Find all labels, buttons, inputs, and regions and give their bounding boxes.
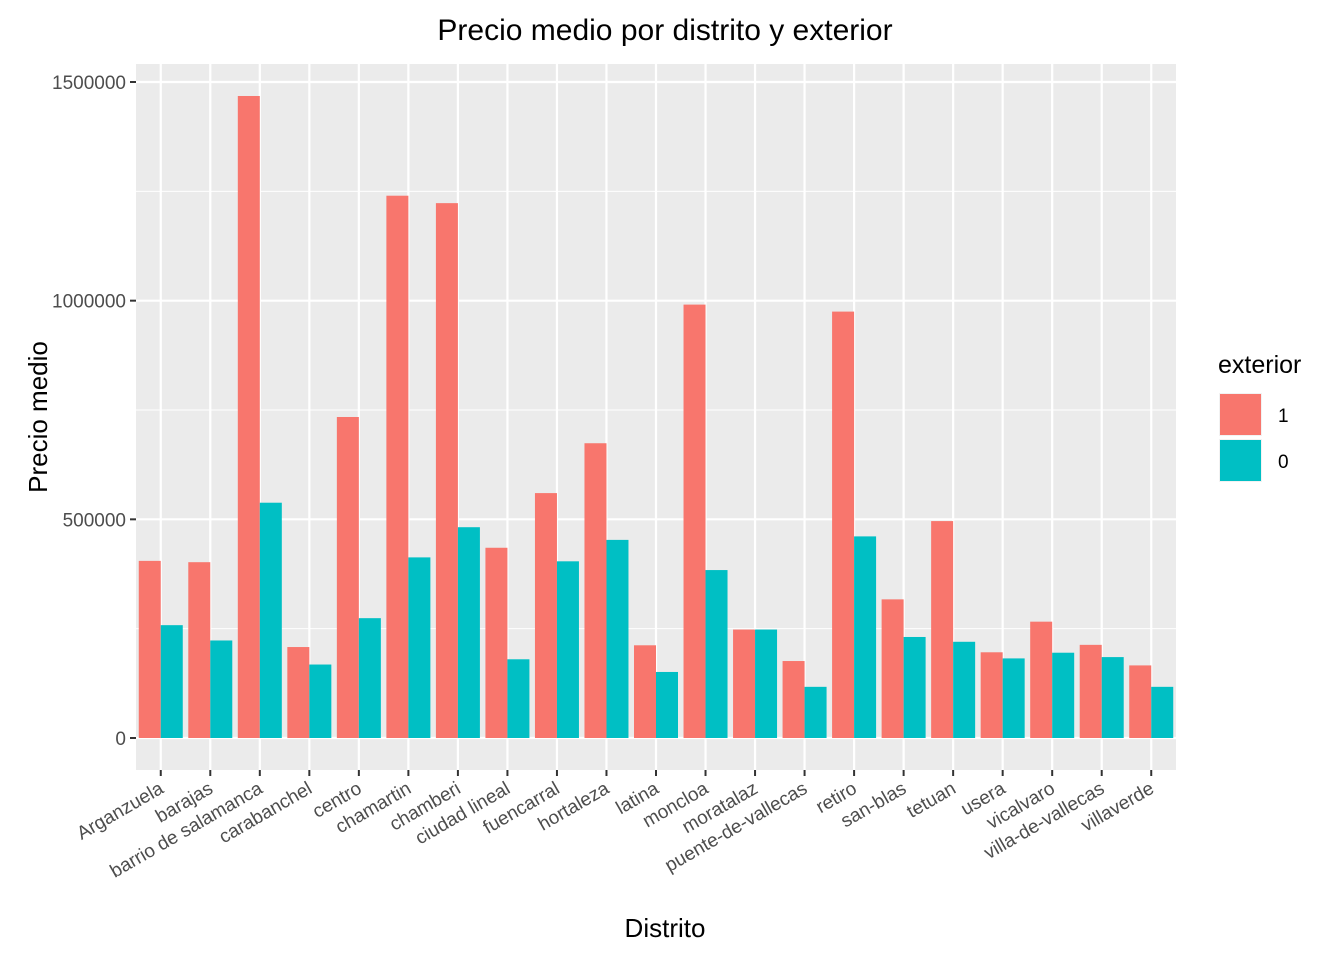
bar-carabanchel-exterior-0: [309, 664, 332, 738]
y-tick-label: 500000: [63, 510, 126, 531]
bar-arganzuela-exterior-0: [160, 625, 183, 738]
bar-hortaleza-exterior-0: [606, 539, 629, 738]
bar-puente-de-vallecas-exterior-1: [782, 661, 805, 738]
bar-san-blas-exterior-1: [881, 599, 904, 738]
bar-barajas-exterior-0: [210, 640, 233, 738]
y-axis-title: Precio medio: [23, 341, 53, 493]
x-tick-label: tetuan: [903, 778, 959, 823]
legend-swatch-0: [1220, 440, 1261, 481]
bar-vicalvaro-exterior-0: [1052, 652, 1075, 738]
y-tick-label: 1500000: [52, 73, 126, 94]
legend-label-1: 1: [1278, 406, 1289, 427]
bar-vicalvaro-exterior-1: [1030, 621, 1053, 738]
bar-usera-exterior-1: [980, 652, 1003, 738]
x-axis-title: Distrito: [625, 913, 706, 943]
bar-moratalaz-exterior-1: [733, 629, 756, 738]
bar-centro-exterior-0: [358, 618, 381, 738]
bar-latina-exterior-1: [634, 645, 656, 738]
bar-fuencarral-exterior-0: [556, 561, 579, 738]
bar-latina-exterior-0: [656, 671, 678, 738]
bar-fuencarral-exterior-1: [534, 493, 557, 738]
bar-chamberi-exterior-0: [457, 527, 480, 738]
bar-tetuan-exterior-1: [931, 521, 954, 738]
bars: [138, 95, 1174, 738]
legend-swatch-1: [1220, 394, 1261, 435]
bar-arganzuela-exterior-1: [138, 560, 161, 738]
bar-san-blas-exterior-0: [903, 636, 926, 738]
bar-retiro-exterior-0: [854, 536, 877, 738]
bar-barajas-exterior-1: [188, 562, 211, 738]
chart-title: Precio medio por distrito y exterior: [437, 14, 892, 47]
bar-ciudad-lineal-exterior-0: [507, 659, 530, 738]
bar-villaverde-exterior-1: [1129, 665, 1152, 738]
bar-tetuan-exterior-0: [953, 641, 976, 738]
bar-centro-exterior-1: [336, 416, 359, 738]
bar-puente-de-vallecas-exterior-0: [804, 686, 827, 738]
bar-hortaleza-exterior-1: [584, 443, 607, 738]
bar-usera-exterior-0: [1002, 658, 1025, 738]
bar-moncloa-exterior-1: [683, 304, 706, 738]
bar-moratalaz-exterior-0: [755, 629, 778, 738]
bar-chamartin-exterior-1: [386, 195, 409, 738]
bar-barrio-de-salamanca-exterior-1: [237, 95, 260, 738]
legend-label-0: 0: [1278, 452, 1289, 473]
bar-ciudad-lineal-exterior-1: [485, 547, 508, 738]
legend: exterior 1 0: [1218, 351, 1301, 482]
bar-chamberi-exterior-1: [435, 203, 458, 738]
legend-title: exterior: [1218, 351, 1301, 379]
bar-villa-de-vallecas-exterior-1: [1079, 644, 1102, 738]
bar-barrio-de-salamanca-exterior-0: [259, 502, 282, 738]
y-tick-label: 1000000: [52, 292, 126, 313]
y-tick-label: 0: [115, 729, 126, 750]
bar-villaverde-exterior-0: [1151, 686, 1174, 738]
bar-villa-de-vallecas-exterior-0: [1101, 657, 1124, 738]
bar-chamartin-exterior-0: [408, 557, 431, 738]
bar-carabanchel-exterior-1: [287, 647, 310, 738]
bar-retiro-exterior-1: [832, 311, 855, 738]
bar-moncloa-exterior-0: [705, 570, 728, 738]
